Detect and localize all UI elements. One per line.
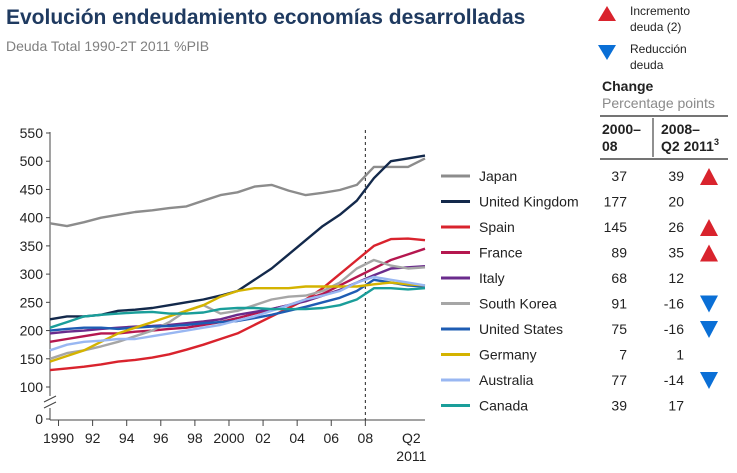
x-tick-label: 1990 <box>43 430 74 446</box>
x-tick-label: 08 <box>358 430 374 446</box>
decrease-triangle-icon <box>598 45 616 60</box>
key-up-label-1: Incremento <box>630 4 690 18</box>
change-2000-08-spain: 145 <box>604 219 628 235</box>
increase-triangle-icon <box>700 219 718 236</box>
col2-header-line1: 2008– <box>661 121 700 137</box>
change-2000-08-japan: 37 <box>611 168 627 184</box>
y-tick-label: 0 <box>35 411 43 427</box>
legend-label-south-korea: South Korea <box>479 296 557 312</box>
change-2000-08-germany: 7 <box>619 347 627 363</box>
legend-label-germany: Germany <box>479 347 537 363</box>
change-2008-2011-spain: 26 <box>668 219 684 235</box>
change-2000-08-united-states: 75 <box>611 321 627 337</box>
y-tick-label: 200 <box>20 323 44 339</box>
chart-subtitle: Deuda Total 1990-2T 2011 %PIB <box>6 38 210 54</box>
series-line-germany <box>49 281 426 363</box>
series-line-france <box>49 247 426 343</box>
y-tick-label: 500 <box>20 153 44 169</box>
increase-triangle-icon <box>700 244 718 262</box>
y-tick-label: 350 <box>20 238 44 254</box>
y-tick-label: 300 <box>20 266 44 282</box>
change-2008-2011-italy: 12 <box>668 270 684 286</box>
x-tick-label: 2011 <box>396 448 426 464</box>
decrease-triangle-icon <box>700 321 718 338</box>
x-tick-label: 02 <box>255 430 271 446</box>
key-down-label-1: Reducción <box>630 42 687 56</box>
x-tick-label: 04 <box>289 430 305 446</box>
change-2008-2011-south-korea: -16 <box>664 296 684 312</box>
y-tick-label: 400 <box>20 210 44 226</box>
chart-title: Evolución endeudamiento economías desarr… <box>6 6 526 29</box>
decrease-triangle-icon <box>700 295 718 313</box>
legend-label-canada: Canada <box>479 398 528 414</box>
x-tick-label: 94 <box>119 430 135 446</box>
change-2000-08-united-kingdom: 177 <box>604 194 628 210</box>
change-2008-2011-france: 35 <box>668 245 684 261</box>
decrease-triangle-icon <box>700 372 718 389</box>
legend-label-united-states: United States <box>479 321 563 337</box>
y-tick-label: 100 <box>20 379 44 395</box>
legend-label-australia: Australia <box>479 372 534 388</box>
change-subtitle: Percentage points <box>602 95 715 111</box>
series-line-united-kingdom <box>49 154 426 321</box>
change-2008-2011-united-kingdom: 20 <box>668 194 684 210</box>
y-tick-label: 250 <box>20 294 44 310</box>
y-tick-label: 450 <box>20 181 44 197</box>
x-tick-label: 2000 <box>213 430 244 446</box>
legend-label-spain: Spain <box>479 219 515 235</box>
change-2000-08-france: 89 <box>611 245 627 261</box>
col2-header-line2: Q2 20113 <box>661 137 719 154</box>
change-2000-08-italy: 68 <box>611 270 627 286</box>
legend-label-italy: Italy <box>479 270 505 286</box>
change-title: Change <box>602 78 654 94</box>
change-2008-2011-germany: 1 <box>676 347 684 363</box>
key-down-label-2: deuda <box>630 58 664 72</box>
series-line-united-states <box>49 278 426 332</box>
key-up-label-2: deuda (2) <box>630 20 681 34</box>
y-tick-label: 150 <box>20 351 44 367</box>
change-2000-08-canada: 39 <box>611 398 627 414</box>
change-2000-08-south-korea: 91 <box>611 296 627 312</box>
series-line-south-korea <box>49 258 426 360</box>
change-2008-2011-australia: -14 <box>664 372 684 388</box>
x-tick-label: 96 <box>153 430 169 446</box>
x-tick-label: Q2 <box>402 430 421 446</box>
series-line-italy <box>49 265 426 335</box>
series-line-australia <box>49 275 426 352</box>
change-2000-08-australia: 77 <box>611 372 627 388</box>
legend-label-japan: Japan <box>479 168 517 184</box>
increase-triangle-icon <box>700 168 718 185</box>
series-line-spain <box>49 237 426 372</box>
axis-break-icon <box>43 395 57 409</box>
change-2008-2011-united-states: -16 <box>664 321 684 337</box>
col1-header-line1: 2000– <box>602 121 641 137</box>
x-tick-label: 92 <box>85 430 101 446</box>
change-2008-2011-canada: 17 <box>668 398 684 414</box>
x-tick-label: 06 <box>323 430 339 446</box>
legend-label-united-kingdom: United Kingdom <box>479 194 579 210</box>
x-tick-label: 98 <box>187 430 203 446</box>
series-line-canada <box>49 287 426 329</box>
series-line-japan <box>49 157 426 228</box>
change-2008-2011-japan: 39 <box>668 168 684 184</box>
increase-triangle-icon <box>598 6 616 21</box>
y-tick-label: 550 <box>20 125 44 141</box>
col1-header-line2: 08 <box>602 138 618 154</box>
legend-label-france: France <box>479 245 523 261</box>
